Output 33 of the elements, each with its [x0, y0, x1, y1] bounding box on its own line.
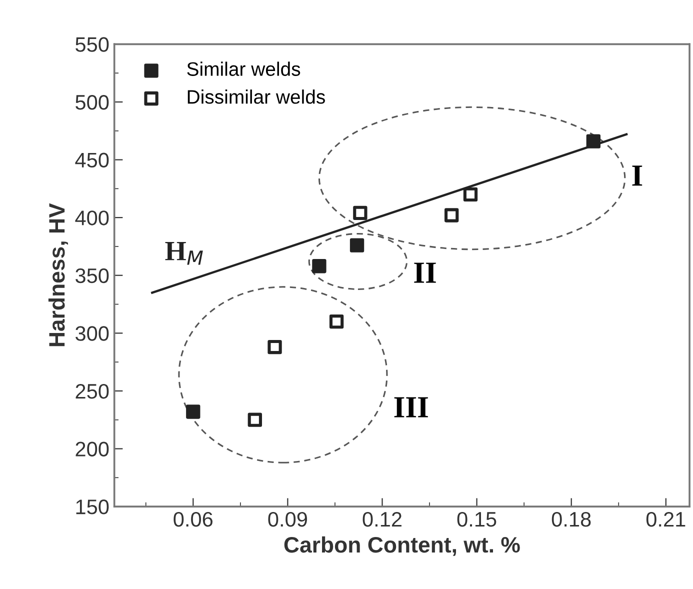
- point: [268, 340, 282, 354]
- y-tick-label: 250: [76, 384, 109, 399]
- point: [186, 404, 200, 419]
- point: [350, 238, 364, 252]
- legend-label: Dissimilar welds: [188, 90, 325, 104]
- series-label: H$_{M}$: [165, 242, 203, 265]
- x-tick-label: 0.18: [552, 512, 591, 527]
- y-tick-label: 350: [76, 268, 109, 284]
- point: [248, 412, 262, 427]
- annotation: III: [394, 397, 428, 418]
- y-axis-title: Hardness, HV: [48, 203, 68, 346]
- point: [463, 187, 478, 202]
- y-tick-label: 500: [76, 94, 109, 110]
- point: [444, 208, 459, 222]
- y-tick-label: 450: [75, 152, 109, 168]
- y-tick-label: 550: [76, 37, 109, 52]
- x-axis-title: Carbon Content, wt. %: [284, 536, 520, 556]
- y-tick-label: 300: [76, 326, 109, 341]
- y-tick-label: 400: [75, 210, 109, 226]
- annotation: I: [632, 166, 642, 186]
- y-tick-label: 150: [76, 500, 109, 514]
- legend-label: Similar welds: [187, 62, 300, 76]
- point: [353, 206, 368, 220]
- annotation: II: [414, 262, 436, 283]
- y-tick-label: 200: [76, 442, 109, 456]
- point: [586, 134, 600, 148]
- point: [329, 314, 344, 329]
- point: [312, 259, 326, 274]
- x-tick-label: 0.15: [457, 512, 496, 527]
- x-tick-label: 0.12: [362, 512, 402, 527]
- x-tick-label: 0.06: [174, 512, 212, 527]
- x-tick-label: 0.21: [646, 512, 686, 527]
- x-tick-label: 0.09: [268, 512, 307, 527]
